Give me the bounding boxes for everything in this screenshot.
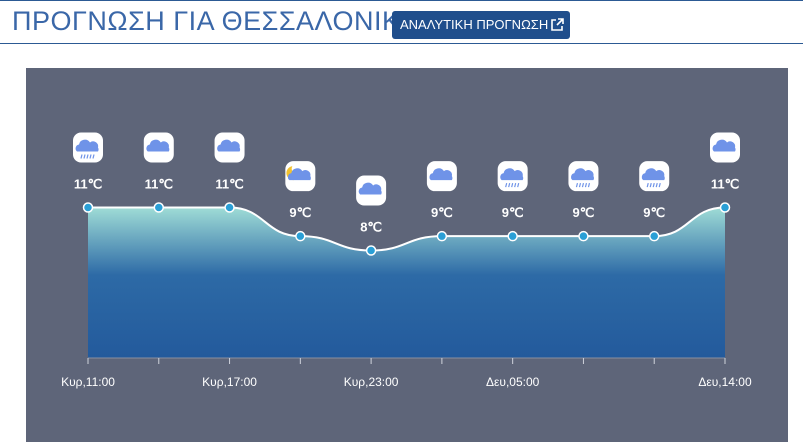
rain-drop (89, 154, 92, 159)
point (719, 202, 731, 213)
weather-icon (214, 132, 245, 163)
x-tick-label: Κυρ,23:00 (344, 375, 399, 389)
forecast-button[interactable]: ΑΝΑΛΥΤΙΚΗ ΠΡΟΓΝΩΣΗ (392, 11, 571, 39)
rain-drop (587, 183, 591, 188)
weather-icon (710, 132, 740, 163)
cloud (217, 139, 241, 152)
point (648, 230, 660, 242)
rain-drop (575, 183, 579, 188)
weather-icon (73, 132, 103, 163)
point (507, 230, 518, 242)
area (88, 207, 725, 358)
rain-drop (511, 183, 514, 188)
x-tick-label: Δευ,14:00 (698, 375, 752, 389)
rain-drop (86, 154, 89, 159)
cloud (146, 139, 170, 152)
weather-icon (568, 161, 599, 192)
rain-drop (514, 183, 517, 188)
cloud (641, 168, 665, 181)
value-label: 11℃ (145, 177, 173, 192)
rain-drop (658, 183, 661, 188)
weather-icon (426, 161, 457, 192)
rain-drop (92, 154, 95, 159)
button-label: ΑΝΑΛΥΤΙΚΗ ΠΡΟΓΝΩΣΗ (400, 17, 549, 32)
cloud (358, 182, 382, 195)
weather-icon (639, 161, 670, 192)
value-label: 8℃ (360, 220, 382, 235)
point (82, 202, 94, 213)
x-tick-label: Κυρ,17:00 (202, 375, 257, 389)
rain-drop (578, 183, 582, 188)
rain-drop (655, 183, 658, 188)
line (88, 206, 726, 252)
external-icon (551, 18, 565, 31)
weather-icon (497, 161, 528, 192)
cloud (571, 168, 594, 181)
cloud (429, 168, 453, 181)
point (224, 202, 235, 213)
rain-drop (83, 154, 86, 159)
cloud (500, 168, 524, 181)
value-label: 9℃ (431, 205, 453, 220)
weather-icon (143, 132, 174, 163)
value-label: 9℃ (289, 205, 311, 220)
point (365, 245, 377, 256)
rain-drop (508, 183, 511, 188)
weather-icon (285, 161, 316, 192)
x-tick-label: Κυρ,11:00 (61, 375, 115, 389)
point (578, 230, 589, 242)
value-label: 9℃ (643, 205, 665, 220)
point (436, 230, 448, 242)
rain-drop (584, 183, 588, 188)
rain-drop (646, 183, 649, 188)
value-label: 9℃ (502, 205, 524, 220)
value-label: 9℃ (573, 205, 595, 220)
rain-drop (505, 183, 508, 188)
value-label: 11℃ (711, 177, 739, 192)
rain-drop (649, 183, 652, 188)
rain-drop (517, 183, 520, 188)
rain-drop (80, 154, 83, 159)
page-title: ΠΡΟΓΝΩΣΗ ΓΙΑ ΘΕΣΣΑΛΟΝΙΚΗ (12, 6, 421, 36)
point (153, 202, 165, 213)
weather-icon (356, 175, 387, 206)
value-label: 11℃ (74, 177, 102, 192)
rain-drop (581, 183, 585, 188)
x-tick-label: Δευ,05:00 (486, 375, 540, 389)
cloud (287, 168, 311, 181)
rain-drop (652, 183, 655, 188)
header: ΠΡΟΓΝΩΣΗ ΓΙΑ ΘΕΣΣΑΛΟΝΙΚΗ ΑΝΑΛΥΤΙΚΗ ΠΡΟΓΝ… (0, 0, 803, 44)
cloud (75, 139, 99, 152)
value-label: 11℃ (215, 177, 243, 192)
point (295, 230, 306, 242)
cloud (712, 139, 736, 152)
